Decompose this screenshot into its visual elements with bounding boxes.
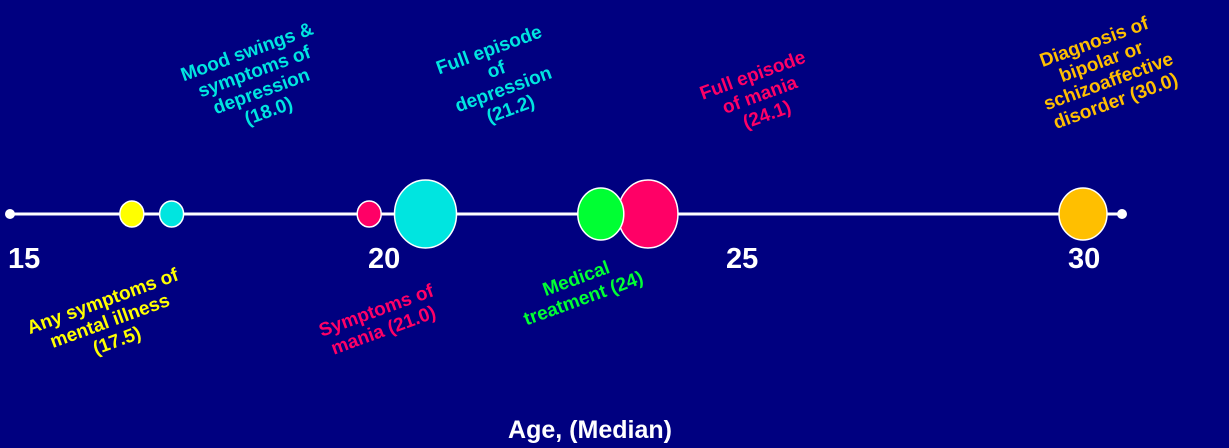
axis-start-dot: [5, 209, 15, 219]
marker-mood-swings: [158, 200, 185, 228]
marker-full-depression: [393, 179, 458, 249]
marker-diagnosis: [1058, 187, 1108, 241]
tick-label-20: 20: [368, 243, 401, 275]
marker-full-mania: [617, 179, 679, 249]
tick-label-15: 15: [8, 243, 41, 275]
marker-medical-treatment: [577, 187, 625, 241]
tick-label-30: 30: [1068, 243, 1101, 275]
tick-label-25: 25: [726, 243, 759, 275]
marker-any-symptoms: [119, 200, 145, 228]
axis-end-dot: [1117, 209, 1127, 219]
marker-symptoms-mania: [356, 200, 382, 228]
axis-title: Age, (Median): [508, 416, 672, 444]
